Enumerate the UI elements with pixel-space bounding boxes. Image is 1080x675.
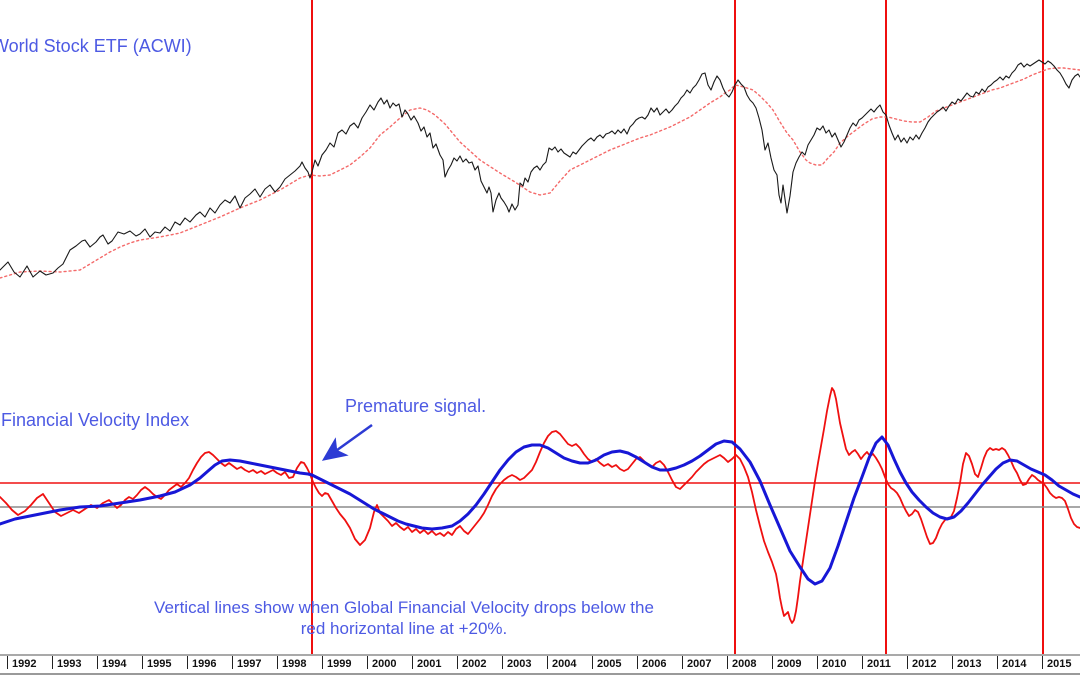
- x-axis-tick: [7, 656, 8, 669]
- x-axis-year-label: 2009: [777, 658, 802, 670]
- x-axis-year-label: 1993: [57, 658, 82, 670]
- x-axis-tick: [907, 656, 908, 669]
- velocity-red-line: [0, 387, 1080, 624]
- acwi-price-line: [0, 59, 1080, 278]
- x-axis-tick: [727, 656, 728, 669]
- x-axis-year-label: 1996: [192, 658, 217, 670]
- x-axis-year-label: 2005: [597, 658, 622, 670]
- premature-signal-annotation: Premature signal.: [345, 396, 487, 416]
- x-axis-tick: [682, 656, 683, 669]
- x-axis-tick: [952, 656, 953, 669]
- x-axis-tick: [592, 656, 593, 669]
- x-axis-tick: [502, 656, 503, 669]
- x-axis-tick: [1042, 656, 1043, 669]
- x-axis-year-label: 2004: [552, 658, 577, 670]
- x-axis-year-label: 2008: [732, 658, 757, 670]
- x-axis-year-label: 1997: [237, 658, 262, 670]
- x-axis-year-label: 1999: [327, 658, 352, 670]
- x-axis-year-label: 1998: [282, 658, 307, 670]
- signal-lines-footnote: Vertical lines show when Global Financia…: [88, 597, 720, 639]
- footnote-line-2: red horizontal line at +20%.: [300, 619, 508, 638]
- x-axis-tick: [457, 656, 458, 669]
- x-axis-year-label: 2015: [1047, 658, 1072, 670]
- top-panel-title: World Stock ETF (ACWI): [0, 36, 192, 56]
- x-axis-year-label: 2006: [642, 658, 667, 670]
- x-axis-tick: [547, 656, 548, 669]
- x-axis-tick: [772, 656, 773, 669]
- x-axis-tick: [817, 656, 818, 669]
- x-axis-tick: [142, 656, 143, 669]
- x-axis-tick: [412, 656, 413, 669]
- x-axis-year-label: 1995: [147, 658, 172, 670]
- velocity-blue-line: [0, 435, 1080, 586]
- x-axis-year-label: 2000: [372, 658, 397, 670]
- x-axis-tick: [52, 656, 53, 669]
- x-axis-year-label: 1994: [102, 658, 127, 670]
- x-axis-year-label: 2013: [957, 658, 982, 670]
- x-axis-year-label: 2010: [822, 658, 847, 670]
- x-axis-year-label: 2011: [867, 658, 891, 670]
- x-axis-tick: [997, 656, 998, 669]
- x-axis-year-label: 1992: [12, 658, 37, 670]
- x-axis-tick: [862, 656, 863, 669]
- x-axis-tick: [322, 656, 323, 669]
- x-axis-tick: [232, 656, 233, 669]
- bottom-panel-title: Financial Velocity Index: [1, 410, 190, 430]
- x-axis-year-label: 2003: [507, 658, 532, 670]
- x-axis-year-label: 2007: [687, 658, 712, 670]
- x-axis-year-label: 2002: [462, 658, 487, 670]
- x-axis-year-label: 2014: [1002, 658, 1027, 670]
- x-axis-tick: [277, 656, 278, 669]
- x-axis-tick: [187, 656, 188, 669]
- x-axis-tick: [97, 656, 98, 669]
- x-axis-year-label: 2012: [912, 658, 937, 670]
- footnote-line-1: Vertical lines show when Global Financia…: [154, 598, 654, 617]
- x-axis-year-label: 2001: [417, 658, 442, 670]
- x-axis-tick: [637, 656, 638, 669]
- premature-signal-arrow: [321, 423, 373, 461]
- acwi-moving-average-line: [0, 67, 1080, 279]
- x-axis-tick: [367, 656, 368, 669]
- x-axis: 1992 1993 1994 1995 1996 1997 1998 1999 2000 2001…: [0, 654, 1080, 675]
